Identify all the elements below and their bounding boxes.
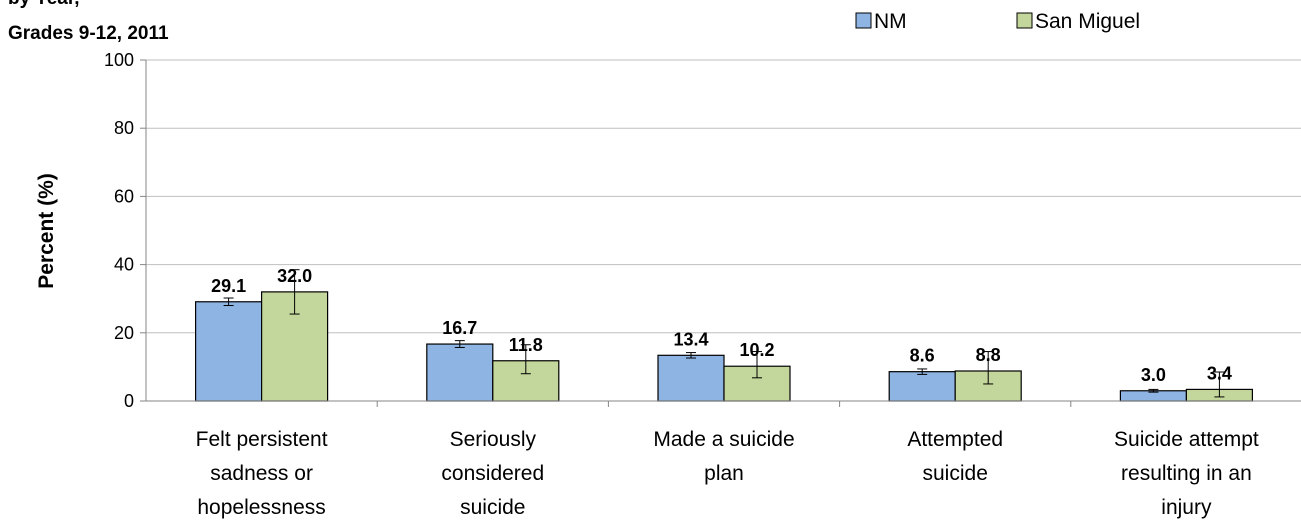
error-bar: [752, 351, 762, 379]
category-label-line: Felt persistent: [196, 428, 328, 451]
legend-swatch-nm: [855, 12, 872, 29]
bar-nm: [426, 343, 494, 402]
category-label-line: Made a suicide: [653, 428, 794, 451]
category-label-line: hopelessness: [197, 496, 325, 519]
error-bar: [223, 297, 234, 307]
chart-title-line-2: Grades 9-12, 2011: [8, 23, 169, 44]
data-label: 32.0: [277, 266, 312, 286]
category-label: Attempted suicide: [907, 428, 1003, 485]
bar-nm: [195, 301, 263, 402]
error-bar: [983, 351, 994, 385]
category-label-line: injury: [1161, 496, 1212, 519]
category-label-line: plan: [704, 462, 744, 485]
y-axis-ticks: 0 20 40 60 80 100: [104, 50, 146, 411]
error-bar: [520, 344, 531, 375]
y-tick-label: 80: [114, 118, 134, 138]
error-bar: [454, 340, 465, 348]
error-bar: [686, 352, 696, 359]
category-label: Felt persistent sadness or hopelessness: [196, 428, 328, 519]
data-label: 16.7: [442, 318, 477, 338]
chart-title-line-1: by Year,: [8, 0, 80, 9]
error-bar: [917, 368, 928, 375]
data-label: 29.1: [211, 276, 246, 296]
y-tick-label: 0: [124, 391, 134, 411]
category-label-line: suicide: [460, 496, 525, 519]
category-label-line: Suicide attempt: [1114, 428, 1259, 451]
data-label: 3.4: [1207, 363, 1232, 383]
legend: NM San Miguel: [855, 10, 1140, 33]
category-label: Made a suicide plan: [653, 428, 794, 485]
error-bars: [223, 269, 1225, 398]
category-label-line: suicide: [923, 462, 988, 485]
bars: [195, 291, 1254, 402]
error-bar: [1148, 388, 1159, 393]
chart-title: by Year, Grades 9-12, 2011: [8, 0, 169, 44]
legend-swatch-san-miguel: [1016, 12, 1033, 29]
error-bar: [1214, 371, 1225, 398]
legend-label-san-miguel: San Miguel: [1035, 10, 1140, 33]
error-bar: [289, 269, 300, 315]
category-label-line: resulting in an: [1121, 462, 1252, 485]
category-label-line: sadness or: [210, 462, 313, 485]
y-tick-label: 20: [114, 323, 134, 343]
data-label: 10.2: [739, 340, 774, 360]
data-label: 13.4: [673, 329, 708, 349]
category-label-line: considered: [441, 462, 544, 485]
data-labels: 29.1 32.0 16.7 11.8 13.4 10.2 8.6 8.8 3.0 3.4: [211, 266, 1232, 385]
data-label: 11.8: [509, 335, 543, 355]
category-label-line: Seriously: [450, 428, 537, 451]
y-tick-label: 40: [114, 255, 134, 275]
y-tick-label: 100: [104, 50, 134, 70]
y-axis-label: Percent (%): [35, 173, 58, 289]
gridlines: [146, 59, 1301, 334]
data-label: 8.6: [910, 346, 935, 366]
data-label: 3.0: [1141, 365, 1166, 385]
bar-nm: [888, 371, 956, 402]
category-labels: Felt persistent sadness or hopelessness Ser…: [196, 428, 1259, 519]
bar-nm: [657, 354, 725, 402]
legend-label-nm: NM: [874, 10, 907, 33]
category-label: Suicide attempt resulting in an injury: [1114, 428, 1259, 519]
y-tick-label: 60: [114, 186, 134, 206]
axes: [145, 60, 1301, 407]
category-label: Seriously considered suicide: [441, 428, 544, 519]
data-label: 8.8: [976, 345, 1001, 365]
category-label-line: Attempted: [907, 428, 1003, 451]
